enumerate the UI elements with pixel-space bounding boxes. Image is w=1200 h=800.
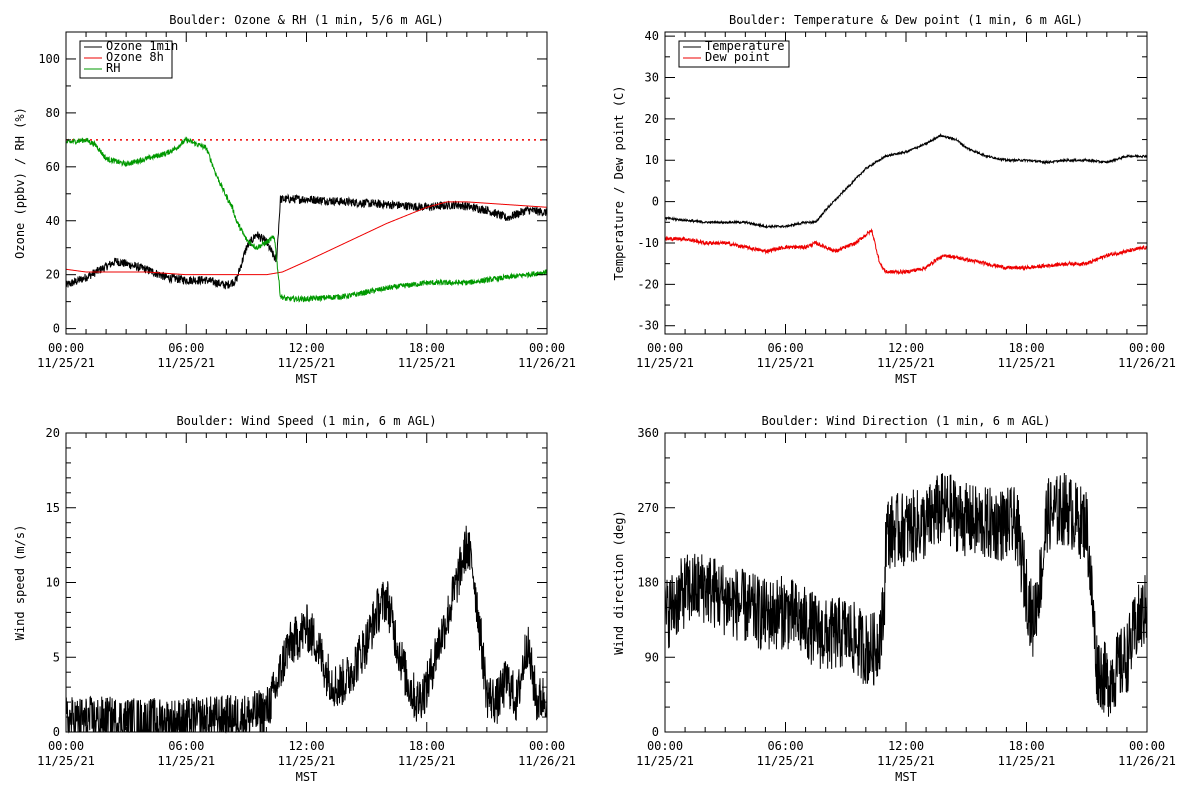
x-tick-label-date: 11/26/21 — [518, 356, 576, 370]
x-tick-label-time: 12:00 — [888, 341, 924, 355]
x-tick-label-time: 06:00 — [168, 739, 204, 753]
y-tick-label: 30 — [645, 71, 659, 85]
y-tick-label: 100 — [38, 52, 60, 66]
chart-panel-wdir: Boulder: Wind Direction (1 min, 6 m AGL)… — [612, 414, 1176, 784]
y-axis-label: Temperature / Dew point (C) — [612, 85, 626, 280]
chart-panel-wspd: Boulder: Wind Speed (1 min, 6 m AGL) 0 5 10… — [13, 414, 576, 784]
x-tick-label-date: 11/25/21 — [998, 754, 1056, 768]
x-tick-label-time: 12:00 — [288, 341, 324, 355]
y-axis-label: Wind speed (m/s) — [13, 525, 27, 641]
x-tick-label-date: 11/25/21 — [278, 754, 336, 768]
y-tick-label: 0 — [652, 195, 659, 209]
chart-title: Boulder: Wind Speed (1 min, 6 m AGL) — [176, 414, 436, 428]
x-tick-label-date: 11/26/21 — [518, 754, 576, 768]
x-tick-label-time: 00:00 — [1129, 739, 1165, 753]
x-tick-label-time: 12:00 — [888, 739, 924, 753]
legend-entry: Ozone 1min — [106, 39, 178, 53]
y-tick-label: 20 — [645, 112, 659, 126]
x-tick-label-time: 00:00 — [529, 739, 565, 753]
y-tick-label: 20 — [46, 426, 60, 440]
series-line-temperature — [664, 132, 1148, 230]
x-tick-label-date: 11/25/21 — [636, 754, 694, 768]
x-tick-label-date: 11/25/21 — [157, 356, 215, 370]
y-tick-label: 5 — [53, 650, 60, 664]
x-tick-label-date: 11/25/21 — [877, 356, 935, 370]
chart-panel-ozone: Boulder: Ozone & RH (1 min, 5/6 m AGL) 0 2… — [13, 13, 576, 386]
legend-box — [678, 40, 790, 68]
legend-entry: Ozone 8h — [106, 50, 164, 64]
y-tick-label: 0 — [652, 725, 659, 739]
x-tick-label-time: 00:00 — [48, 341, 84, 355]
y-tick-label: 60 — [46, 160, 60, 174]
x-tick-label-date: 11/25/21 — [877, 754, 935, 768]
x-axis-label: MST — [895, 372, 917, 386]
chart-title: Boulder: Ozone & RH (1 min, 5/6 m AGL) — [169, 13, 444, 27]
legend-entry: Temperature — [705, 39, 784, 53]
chart-title: Boulder: Wind Direction (1 min, 6 m AGL) — [762, 414, 1051, 428]
x-tick-label-date: 11/25/21 — [278, 356, 336, 370]
x-tick-label-time: 06:00 — [168, 341, 204, 355]
y-tick-label: 180 — [637, 576, 659, 590]
x-tick-label-date: 11/26/21 — [1118, 754, 1176, 768]
chart-title: Boulder: Temperature & Dew point (1 min,… — [729, 13, 1083, 27]
series-line-data — [664, 473, 1148, 717]
series-line-ozone-8h — [65, 201, 548, 276]
y-tick-label: 10 — [645, 153, 659, 167]
y-tick-label: 0 — [53, 322, 60, 336]
y-tick-label: 10 — [46, 576, 60, 590]
x-tick-label-date: 11/25/21 — [157, 754, 215, 768]
y-tick-label: 15 — [46, 501, 60, 515]
x-tick-label-time: 18:00 — [1008, 341, 1044, 355]
y-tick-label: 90 — [645, 650, 659, 664]
x-tick-label-date: 11/25/21 — [37, 356, 95, 370]
chart-panel-temp: Boulder: Temperature & Dew point (1 min,… — [612, 13, 1176, 386]
y-tick-label: 360 — [637, 426, 659, 440]
y-tick-label: -20 — [637, 277, 659, 291]
y-tick-label: 270 — [637, 501, 659, 515]
y-axis-label: Ozone (ppbv) / RH (%) — [13, 107, 27, 259]
x-tick-label-time: 00:00 — [1129, 341, 1165, 355]
y-tick-label: 40 — [645, 29, 659, 43]
x-tick-label-date: 11/25/21 — [37, 754, 95, 768]
y-tick-label: 20 — [46, 268, 60, 282]
legend-entry: RH — [106, 61, 120, 75]
y-tick-label: 0 — [53, 725, 60, 739]
x-tick-label-time: 00:00 — [647, 341, 683, 355]
x-tick-label-time: 12:00 — [288, 739, 324, 753]
x-tick-label-time: 00:00 — [48, 739, 84, 753]
x-tick-label-date: 11/25/21 — [757, 754, 815, 768]
y-tick-label: -30 — [637, 319, 659, 333]
x-tick-label-date: 11/25/21 — [398, 754, 456, 768]
y-tick-label: 40 — [46, 214, 60, 228]
legend-entry: Dew point — [705, 50, 770, 64]
x-tick-label-date: 11/26/21 — [1118, 356, 1176, 370]
x-tick-label-time: 18:00 — [1008, 739, 1044, 753]
x-tick-label-date: 11/25/21 — [998, 356, 1056, 370]
x-tick-label-date: 11/25/21 — [636, 356, 694, 370]
x-tick-label-date: 11/25/21 — [757, 356, 815, 370]
y-tick-label: 80 — [46, 106, 60, 120]
x-axis-label: MST — [296, 770, 318, 784]
x-tick-label-time: 06:00 — [767, 739, 803, 753]
series-line-rh — [65, 136, 548, 303]
x-tick-label-time: 06:00 — [767, 341, 803, 355]
y-axis-label: Wind direction (deg) — [612, 510, 626, 655]
series-line-dew-point — [664, 227, 1148, 276]
x-axis-label: MST — [895, 770, 917, 784]
x-tick-label-time: 18:00 — [409, 341, 445, 355]
series-line-ozone-1min — [65, 193, 548, 290]
x-tick-label-time: 00:00 — [647, 739, 683, 753]
x-tick-label-time: 18:00 — [409, 739, 445, 753]
x-tick-label-date: 11/25/21 — [398, 356, 456, 370]
x-axis-label: MST — [296, 372, 318, 386]
x-tick-label-time: 00:00 — [529, 341, 565, 355]
y-tick-label: -10 — [637, 236, 659, 250]
